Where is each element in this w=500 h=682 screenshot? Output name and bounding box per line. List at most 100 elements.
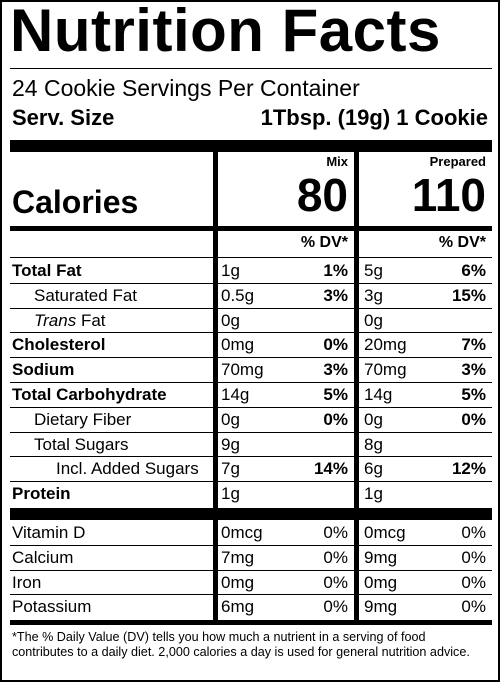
footnote: *The % Daily Value (DV) tells you how mu… bbox=[12, 630, 470, 659]
nutrient-name: Potassium bbox=[12, 597, 91, 617]
name-text: Cholesterol bbox=[12, 335, 106, 355]
name-text: Potassium bbox=[12, 597, 92, 617]
amount: 70mg bbox=[221, 360, 264, 380]
amount: 20mg bbox=[364, 335, 407, 355]
column-divider bbox=[354, 152, 359, 620]
daily-value: 5% bbox=[323, 385, 348, 404]
daily-value: 1% bbox=[323, 261, 348, 280]
amount: 5g bbox=[364, 261, 383, 280]
amount: 9mg bbox=[364, 547, 398, 567]
nutrient-name: Iron bbox=[12, 573, 41, 593]
amount: 3g bbox=[364, 285, 383, 305]
dv-header: % DV* bbox=[300, 234, 348, 251]
title: Nutrition Facts bbox=[10, 0, 441, 64]
daily-value: 0% bbox=[323, 523, 348, 542]
calories-label: Calories bbox=[12, 184, 139, 220]
amount: 8g bbox=[364, 434, 383, 454]
amount: 0mg bbox=[221, 572, 255, 592]
row-rule bbox=[10, 332, 492, 334]
name-prefix: Trans bbox=[34, 310, 77, 330]
name-text: Sodium bbox=[12, 360, 75, 380]
daily-value: 12% bbox=[451, 459, 486, 479]
row-rule bbox=[10, 282, 492, 284]
daily-value: 3% bbox=[323, 360, 348, 380]
daily-value: 14% bbox=[313, 459, 348, 479]
row-rule bbox=[10, 456, 492, 458]
amount: 9g bbox=[221, 434, 240, 454]
nutrient-name: Saturated Fat bbox=[34, 286, 137, 306]
name-text: Total Carbohydrate bbox=[12, 385, 167, 404]
amount: 0mg bbox=[221, 335, 255, 355]
row-rule bbox=[10, 569, 492, 571]
name-text: Protein bbox=[12, 484, 71, 504]
thick-rule bbox=[10, 140, 492, 152]
amount: 1g bbox=[221, 484, 240, 504]
nutrient-name: Cholesterol bbox=[12, 335, 106, 355]
amount: 0.5g bbox=[221, 285, 255, 305]
calories-value: 110 bbox=[411, 169, 486, 221]
name-text: Calcium bbox=[12, 547, 74, 567]
servings: 24 Cookie Servings Per Container bbox=[12, 75, 360, 101]
amount: 6g bbox=[364, 459, 383, 479]
row-rule bbox=[10, 382, 492, 383]
amount: 0mcg bbox=[364, 523, 406, 542]
amount: 1g bbox=[221, 261, 240, 280]
amount: 0mg bbox=[364, 572, 398, 592]
row-rule bbox=[10, 257, 492, 258]
amount: 0g bbox=[221, 409, 240, 429]
thick-rule bbox=[10, 620, 492, 625]
daily-value: 5% bbox=[461, 385, 486, 404]
nutrient-name: Total Carbohydrate bbox=[12, 385, 167, 405]
nutrient-name: Protein bbox=[12, 484, 71, 504]
name-text: Fat bbox=[80, 310, 106, 330]
name-text: Total Fat bbox=[12, 261, 82, 280]
thick-rule bbox=[10, 226, 492, 231]
column-head: Prepared bbox=[429, 154, 486, 169]
daily-value: 0% bbox=[323, 572, 348, 592]
nutrient-name: Incl. Added Sugars bbox=[56, 459, 199, 479]
column-head: Mix bbox=[326, 154, 348, 169]
nutrient-name: Total Fat bbox=[12, 261, 82, 281]
name-text: Iron bbox=[12, 572, 42, 592]
row-rule bbox=[10, 307, 492, 309]
amount: 70mg bbox=[364, 360, 407, 380]
name-text: Total Sugars bbox=[34, 434, 129, 454]
dv-header: % DV* bbox=[438, 234, 486, 251]
amount: 0g bbox=[221, 310, 240, 330]
amount: 7mg bbox=[221, 547, 255, 567]
row-rule bbox=[10, 544, 492, 546]
row-rule bbox=[10, 594, 492, 596]
row-rule bbox=[10, 357, 492, 359]
daily-value: 0% bbox=[461, 597, 486, 617]
thick-rule bbox=[10, 508, 492, 520]
amount: 0g bbox=[364, 409, 383, 429]
daily-value: 0% bbox=[461, 572, 486, 592]
column-divider bbox=[213, 152, 218, 620]
name-text: Vitamin D bbox=[12, 523, 86, 542]
daily-value: 0% bbox=[461, 523, 486, 542]
row-rule bbox=[10, 481, 492, 483]
amount: 1g bbox=[364, 484, 383, 504]
amount: 0g bbox=[364, 310, 383, 330]
daily-value: 3% bbox=[323, 285, 348, 305]
amount: 14g bbox=[221, 385, 250, 404]
nutrient-name: Calcium bbox=[12, 548, 73, 568]
name-text: Dietary Fiber bbox=[34, 409, 132, 429]
serving-size-value: 1Tbsp. (19g) 1 Cookie bbox=[260, 105, 488, 130]
daily-value: 3% bbox=[461, 360, 486, 380]
amount: 7g bbox=[221, 459, 240, 479]
amount: 0mcg bbox=[221, 523, 263, 542]
nutrient-name: Total Sugars bbox=[34, 435, 129, 455]
daily-value: 0% bbox=[461, 547, 486, 567]
nutrient-name: Trans Fat bbox=[34, 311, 106, 331]
serving-size-label: Serv. Size bbox=[12, 105, 115, 130]
daily-value: 0% bbox=[323, 409, 348, 429]
calories-value: 80 bbox=[296, 169, 348, 221]
daily-value: 0% bbox=[461, 409, 486, 429]
row-rule bbox=[10, 431, 492, 433]
name-text: Saturated Fat bbox=[34, 285, 138, 305]
daily-value: 0% bbox=[323, 547, 348, 567]
rule bbox=[10, 68, 492, 69]
amount: 9mg bbox=[364, 597, 398, 617]
